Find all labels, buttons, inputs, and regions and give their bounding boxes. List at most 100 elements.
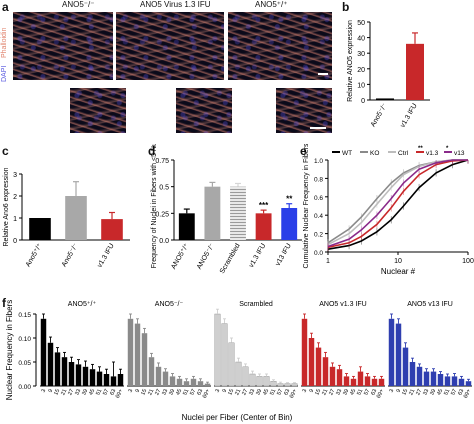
x-tick-label: 9: [309, 388, 316, 393]
panel-label-a: a: [2, 0, 9, 14]
x-tick-label: ANO5⁻/⁻: [196, 242, 216, 270]
bar: [204, 383, 211, 386]
bar: [54, 352, 61, 386]
x-tick-label: 39: [342, 388, 350, 396]
bar: [406, 43, 424, 100]
bar: [169, 376, 176, 386]
legend-label: KO: [370, 150, 379, 157]
x-tick-label: 45: [262, 388, 270, 396]
bar: [47, 342, 54, 386]
dapi-label: DAPI: [1, 65, 8, 82]
scale-bar-inset: [310, 127, 326, 129]
x-tick-label: 69+: [202, 388, 211, 399]
bar: [336, 369, 343, 386]
bar: [416, 366, 423, 386]
bar: [451, 376, 458, 386]
x-tick-label: 9: [48, 388, 55, 393]
legend-significance: *: [446, 146, 449, 152]
x-tick-label: v13 IFU: [275, 243, 293, 268]
x-tick-label: 33: [422, 388, 430, 396]
x-tick-label: v1.3 IFU: [96, 243, 115, 269]
x-tick-label: 1: [326, 258, 330, 265]
x-tick-label: 63: [196, 388, 204, 396]
x-tick-label: 39: [429, 388, 437, 396]
x-tick-label: 39: [168, 388, 176, 396]
x-tick-label: 3: [128, 388, 135, 393]
bar: [437, 374, 444, 386]
x-tick-label: 21: [408, 388, 416, 396]
bar: [270, 380, 277, 387]
bar: [141, 333, 148, 386]
series-line: [327, 159, 469, 250]
x-tick-label: 33: [335, 388, 343, 396]
bar: [204, 186, 221, 240]
y-tick-label: 0: [361, 98, 365, 105]
x-tick-label: 3: [389, 388, 396, 393]
micro-title-virus: ANO5 Virus 1.3 IFU: [140, 0, 211, 9]
y-tick-label: 20: [357, 67, 365, 74]
x-tick-label: 3: [215, 388, 222, 393]
bar: [235, 361, 242, 387]
legend-significance: **: [418, 146, 423, 152]
bar: [103, 374, 110, 386]
x-axis-label: Nuclei per Fiber (Center of Bin): [182, 413, 293, 422]
x-tick-label: Scrambled: [219, 242, 242, 275]
bar: [256, 376, 263, 387]
y-tick-label: 0.5: [159, 185, 169, 192]
bar: [82, 366, 89, 386]
bar: [444, 376, 451, 386]
x-tick-label: 63: [370, 388, 378, 396]
x-tick-label: 39: [81, 388, 89, 396]
y-tick-label: 30: [357, 51, 365, 58]
bar: [423, 371, 430, 386]
x-tick-label: v1.3 IFU: [399, 103, 418, 129]
bar: [263, 376, 270, 387]
series-line: [327, 159, 469, 249]
bar: [221, 323, 228, 387]
x-tick-label: 9: [396, 388, 403, 393]
chart-f: 0.00 0.05 0.10 0.15 Nuclear Frequency in Fib…: [5, 300, 472, 422]
bar: [301, 318, 308, 386]
y-tick-label: 0.75: [155, 158, 169, 165]
y-tick-label: 0.05: [18, 360, 31, 367]
micrograph-virus-main: [116, 12, 224, 80]
bar: [214, 313, 221, 387]
y-tick-label: 0.10: [18, 336, 31, 343]
bar: [176, 378, 183, 386]
bar: [65, 196, 87, 240]
bar: [291, 383, 298, 387]
y-tick-label: 50: [357, 20, 365, 27]
y-tick-label: 10: [357, 82, 365, 89]
legend-label: WT: [342, 150, 352, 157]
bar: [148, 357, 155, 386]
panel-label-d: d: [148, 144, 156, 158]
y-tick-label: 3: [13, 172, 17, 179]
x-tick-label: 15: [140, 388, 148, 396]
y-tick-label: 1.0: [314, 158, 323, 165]
micro-title-ko: ANO5⁻/⁻: [62, 0, 95, 9]
x-tick-label: 51: [95, 388, 103, 396]
bar: [315, 347, 322, 386]
x-tick-label: 21: [60, 388, 68, 396]
y-tick-label: 0.25: [155, 211, 169, 218]
bar: [430, 371, 437, 386]
x-tick-label: 57: [189, 388, 197, 396]
x-tick-label: 27: [154, 388, 162, 396]
x-tick-label: 27: [241, 388, 249, 396]
x-tick-label: 69+: [376, 388, 385, 399]
bar: [96, 371, 103, 386]
x-tick-label: Ano5⁻/⁻: [61, 242, 80, 268]
x-tick-label: 57: [102, 388, 110, 396]
x-tick-label: v1.3 IFU: [248, 243, 267, 269]
y-tick-label: 0.15: [18, 312, 31, 319]
x-tick-label: 45: [88, 388, 96, 396]
group-title: ANO5⁺/⁺: [68, 301, 97, 308]
bar: [190, 378, 197, 386]
bar: [178, 213, 195, 240]
bar: [409, 362, 416, 386]
x-tick-label: 33: [74, 388, 82, 396]
micrograph-virus-inset: [176, 88, 232, 133]
legend-label: v1.3: [426, 150, 439, 157]
x-tick-label: 51: [443, 388, 451, 396]
